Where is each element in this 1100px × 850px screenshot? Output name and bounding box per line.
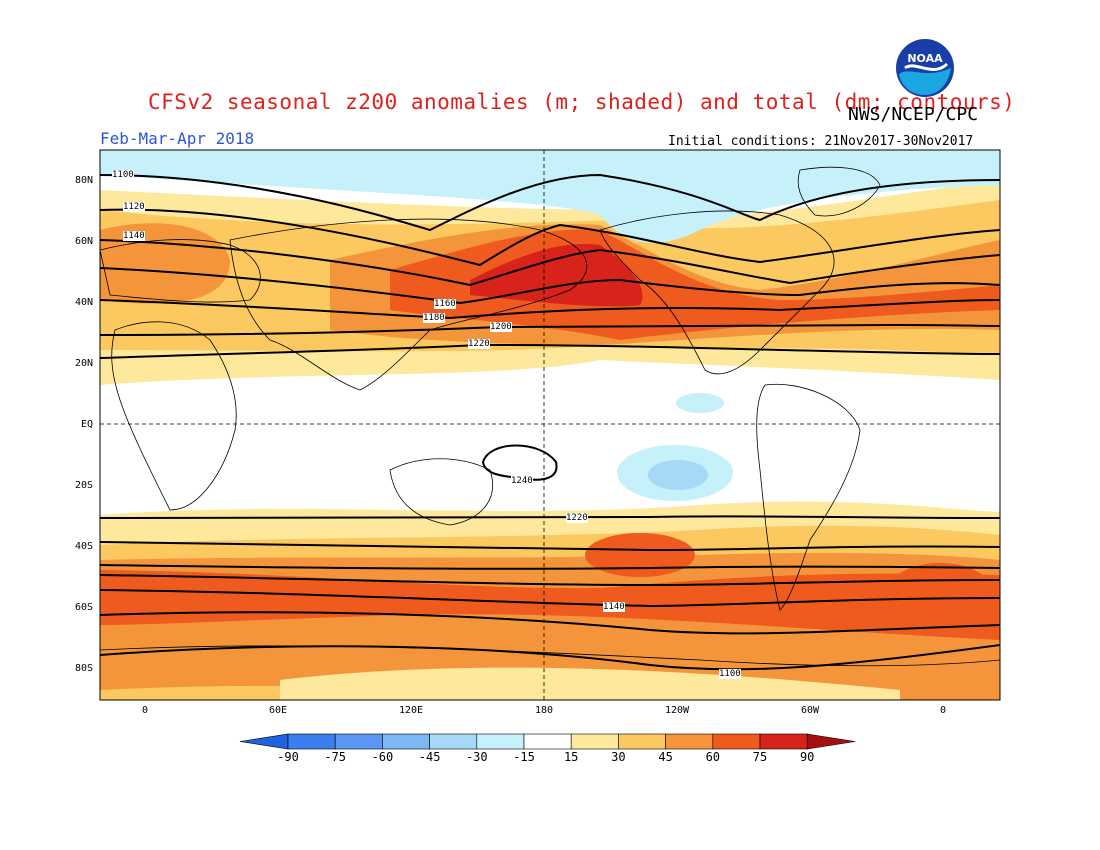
agency-label: NWS/NCEP/CPC — [848, 104, 979, 125]
colorbar-label: 90 — [799, 750, 815, 764]
lon-label-0-east: 0 — [939, 705, 947, 716]
anomaly-south-pocket-2 — [885, 563, 995, 627]
asia-outline — [229, 218, 588, 391]
contour-label-1100: 1100 — [112, 170, 134, 180]
lat-label-20n: 20N — [74, 358, 93, 369]
lon-label-120w: 120W — [664, 705, 690, 716]
australia-outline — [389, 458, 493, 526]
contour-label-1220: 1220 — [468, 339, 490, 349]
coastlines — [100, 166, 1000, 667]
contour-1120-s — [100, 611, 1000, 635]
contour-1120-n — [100, 208, 1000, 267]
lat-label-40s: 40S — [74, 541, 93, 552]
contour-1100-n — [100, 173, 1000, 232]
contour-label-1140-south: 1140 — [603, 602, 625, 612]
colorbar-label: -75 — [324, 750, 347, 764]
noaa-logo-text: NOAA — [907, 52, 943, 65]
colorbar-label: -30 — [465, 750, 488, 764]
contour-1240 — [481, 444, 558, 481]
lat-label-60n: 60N — [74, 236, 93, 247]
colorbar-label: -90 — [277, 750, 299, 764]
lon-label-60e: 60E — [268, 705, 288, 716]
contour-label-1140: 1140 — [123, 231, 145, 241]
contour-label-1180: 1180 — [423, 313, 445, 323]
contour-1180-n — [100, 299, 1000, 320]
lat-label-80s: 80S — [74, 663, 93, 674]
contour-label-1120: 1120 — [123, 202, 145, 212]
lon-label-120e: 120E — [398, 705, 424, 716]
contour-1200-s — [100, 541, 1000, 552]
europe-outline — [100, 239, 261, 303]
colorbar-label: 45 — [658, 750, 673, 764]
contour-label-1220-south: 1220 — [566, 513, 588, 523]
initial-conditions: Initial conditions: 21Nov2017-30Nov2017 — [668, 134, 974, 149]
colorbar-label: 60 — [705, 750, 721, 764]
greenland-outline — [797, 166, 881, 217]
south-america-outline — [756, 383, 861, 611]
contour-1180-s — [100, 564, 1000, 570]
contour-1220-s — [100, 515, 1000, 520]
anomaly-north-90 — [470, 244, 643, 307]
contour-label-1100-south: 1100 — [719, 669, 741, 679]
colorbar-label: -45 — [418, 750, 441, 764]
contour-1200-n — [100, 323, 1000, 336]
lat-label-80n: 80N — [74, 175, 93, 186]
lon-label-0-west: 0 — [141, 705, 149, 716]
lon-label-180: 180 — [534, 705, 554, 716]
anomaly-south-low — [280, 667, 900, 700]
lat-label-eq: EQ — [80, 419, 93, 430]
lon-label-60w: 60W — [800, 705, 820, 716]
anomaly-cold-tropics-core — [648, 460, 708, 490]
contour-label-1200: 1200 — [490, 322, 512, 332]
north-america-outline — [599, 210, 835, 375]
noaa-logo: NOAA — [896, 39, 954, 97]
contour-1160-s — [100, 574, 1000, 587]
lat-label-40n: 40N — [74, 297, 93, 308]
map-frame — [99, 149, 1001, 701]
anomaly-south-pocket — [585, 533, 695, 577]
antarctica-outline — [100, 645, 1000, 667]
contour-label-1160: 1160 — [434, 299, 456, 309]
lat-label-20s: 20S — [74, 480, 93, 491]
contour-label-1240: 1240 — [511, 476, 533, 486]
chart-title: CFSv2 seasonal z200 anomalies (m; shaded… — [148, 90, 1016, 114]
lat-label-60s: 60S — [74, 602, 93, 613]
africa-outline — [111, 321, 237, 511]
forecast-period: Feb-Mar-Apr 2018 — [100, 129, 255, 148]
contour-1220-n — [100, 343, 1000, 359]
contour-1140-n — [100, 239, 1000, 287]
anomaly-cold-cap — [100, 150, 1000, 243]
anomaly-cold-tropics-north — [676, 393, 724, 413]
contour-1160-n — [100, 267, 1000, 305]
contour-1100-s — [100, 644, 1000, 671]
colorbar-label: 75 — [752, 750, 768, 764]
colorbar-label: -60 — [371, 750, 394, 764]
colorbar-label: -15 — [513, 750, 535, 764]
colorbar-label: 15 — [563, 750, 579, 764]
colorbar-label: 30 — [611, 750, 626, 764]
